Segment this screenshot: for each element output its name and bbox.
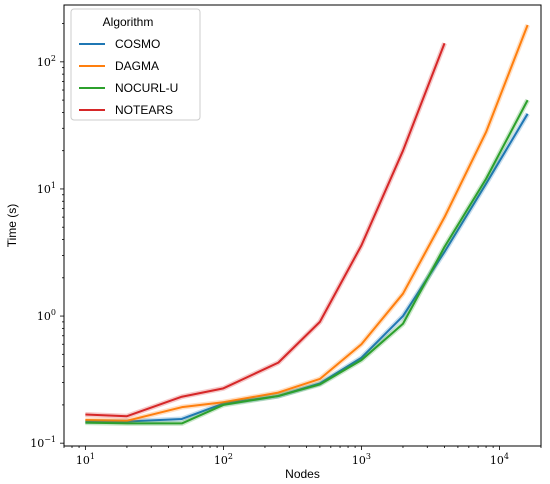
y-tick-label: 101 xyxy=(37,181,56,196)
legend: Algorithm COSMO DAGMA NOCURL-U NOTEARS xyxy=(70,8,201,121)
y-tick-label: 100 xyxy=(37,308,56,323)
series-band-0 xyxy=(85,112,530,425)
series-band-2 xyxy=(85,98,530,426)
y-tick-label: 102 xyxy=(37,54,56,69)
y-tick-label: 10−1 xyxy=(30,435,56,450)
legend-entry: NOTEARS xyxy=(115,103,173,117)
plot-frame xyxy=(63,4,542,447)
series-layer xyxy=(85,24,530,426)
legend-title: Algorithm xyxy=(103,15,154,29)
y-axis-label: Time (s) xyxy=(5,204,19,248)
x-tick-label: 103 xyxy=(352,452,371,467)
series-line-notears xyxy=(85,42,446,418)
legend-entry: DAGMA xyxy=(115,59,159,73)
series-line-dagma xyxy=(85,24,529,422)
legend-entry: NOCURL-U xyxy=(115,81,178,95)
x-tick-label: 104 xyxy=(490,452,509,467)
x-tick-label: 102 xyxy=(214,452,233,467)
legend-box xyxy=(70,8,201,121)
x-axis-label: Nodes xyxy=(285,467,320,481)
series-line-cosmo xyxy=(85,113,529,423)
axes-layer: 101 102 103 104 10−1 100 101 102 xyxy=(30,4,542,467)
x-tick-label: 101 xyxy=(76,452,95,467)
legend-entry: COSMO xyxy=(115,37,160,51)
series-line-nocurl-u xyxy=(85,99,529,425)
